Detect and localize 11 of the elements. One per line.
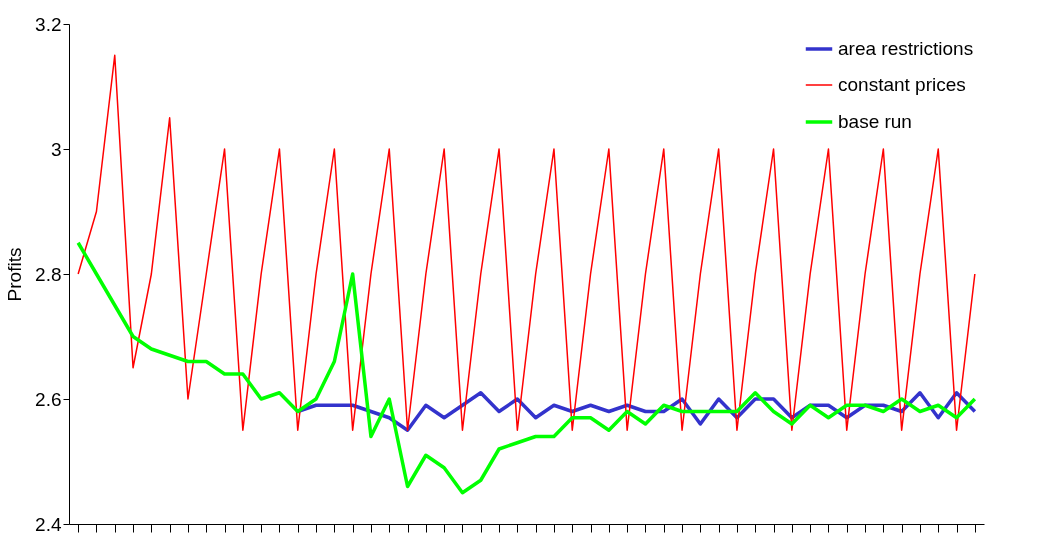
legend-label: base run <box>838 111 912 132</box>
y-tick-label: 3.2 <box>35 13 62 35</box>
line-series <box>77 54 976 431</box>
y-tick-label: 2.6 <box>35 388 62 410</box>
legend-label: constant prices <box>838 74 966 95</box>
y-tick-label: 3 <box>50 138 62 160</box>
y-axis-title: Profits <box>4 247 26 302</box>
line-series <box>76 241 977 495</box>
y-tick-label: 2.8 <box>35 263 62 285</box>
legend-label: area restrictions <box>838 38 974 59</box>
y-tick-label: 2.4 <box>35 513 62 535</box>
